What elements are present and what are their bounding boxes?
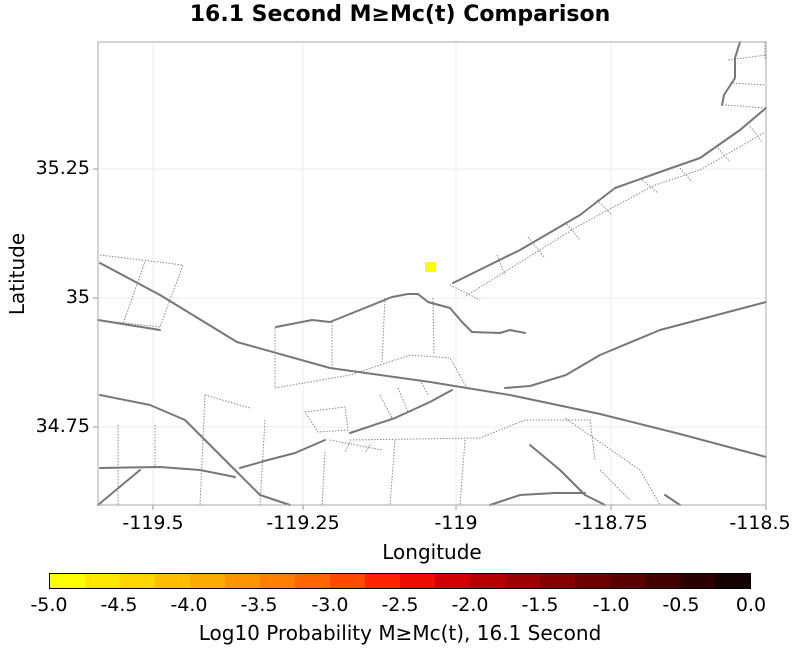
map-frame [97, 41, 767, 506]
colorbar-swatch [540, 574, 575, 588]
colorbar-tick-label: -1.5 [521, 594, 559, 616]
chart-title: 16.1 Second M≥Mc(t) Comparison [189, 2, 611, 27]
colorbar-swatch [190, 574, 225, 588]
x-tick-label: -119.5 [122, 512, 184, 534]
colorbar-tick-label: -4.5 [100, 594, 138, 616]
colorbar-swatch [435, 574, 470, 588]
colorbar-tick-label: 0.0 [735, 594, 767, 616]
colorbar-swatch [330, 574, 365, 588]
colorbar-swatch [85, 574, 120, 588]
colorbar-swatch [260, 574, 295, 588]
colorbar-swatch [365, 574, 400, 588]
colorbar-tick-label: -5.0 [30, 594, 68, 616]
grid-lines [98, 42, 766, 505]
probability-marker [425, 262, 436, 272]
y-tick-label: 35 [65, 286, 90, 308]
colorbar-tick-label: -4.0 [170, 594, 208, 616]
colorbar-tick-label: -3.5 [240, 594, 278, 616]
colorbar-tick-label: -0.5 [662, 594, 700, 616]
y-tick-label: 34.75 [35, 415, 90, 437]
colorbar-swatch [610, 574, 645, 588]
colorbar-swatch [715, 574, 750, 588]
colorbar-swatch [645, 574, 680, 588]
colorbar-swatch [470, 574, 505, 588]
x-tick-label: -118.5 [729, 512, 791, 534]
colorbar-label: Log10 Probability M≥Mc(t), 16.1 Second [198, 621, 602, 645]
colorbar-tick-label: -2.0 [451, 594, 489, 616]
colorbar-swatch [225, 574, 260, 588]
solid-faults [97, 41, 767, 506]
colorbar [49, 573, 751, 589]
colorbar-swatch [295, 574, 330, 588]
dotted-faults [97, 42, 767, 506]
x-tick-label: -118.75 [574, 512, 648, 534]
x-axis-label: Longitude [382, 540, 482, 564]
colorbar-tick-label: -2.5 [381, 594, 419, 616]
x-tick-label: -119.25 [266, 512, 340, 534]
colorbar-tick-label: -1.0 [592, 594, 630, 616]
colorbar-tick-label: -3.0 [311, 594, 349, 616]
y-axis-label: Latitude [5, 232, 29, 316]
colorbar-swatch [575, 574, 610, 588]
colorbar-swatch [505, 574, 540, 588]
colorbar-swatch [680, 574, 715, 588]
colorbar-swatch [50, 574, 85, 588]
x-tick-label: -119 [434, 512, 478, 534]
axis-ticks [93, 168, 767, 510]
colorbar-swatch [120, 574, 155, 588]
y-tick-label: 35.25 [35, 157, 90, 179]
colorbar-swatch [155, 574, 190, 588]
colorbar-swatch [400, 574, 435, 588]
